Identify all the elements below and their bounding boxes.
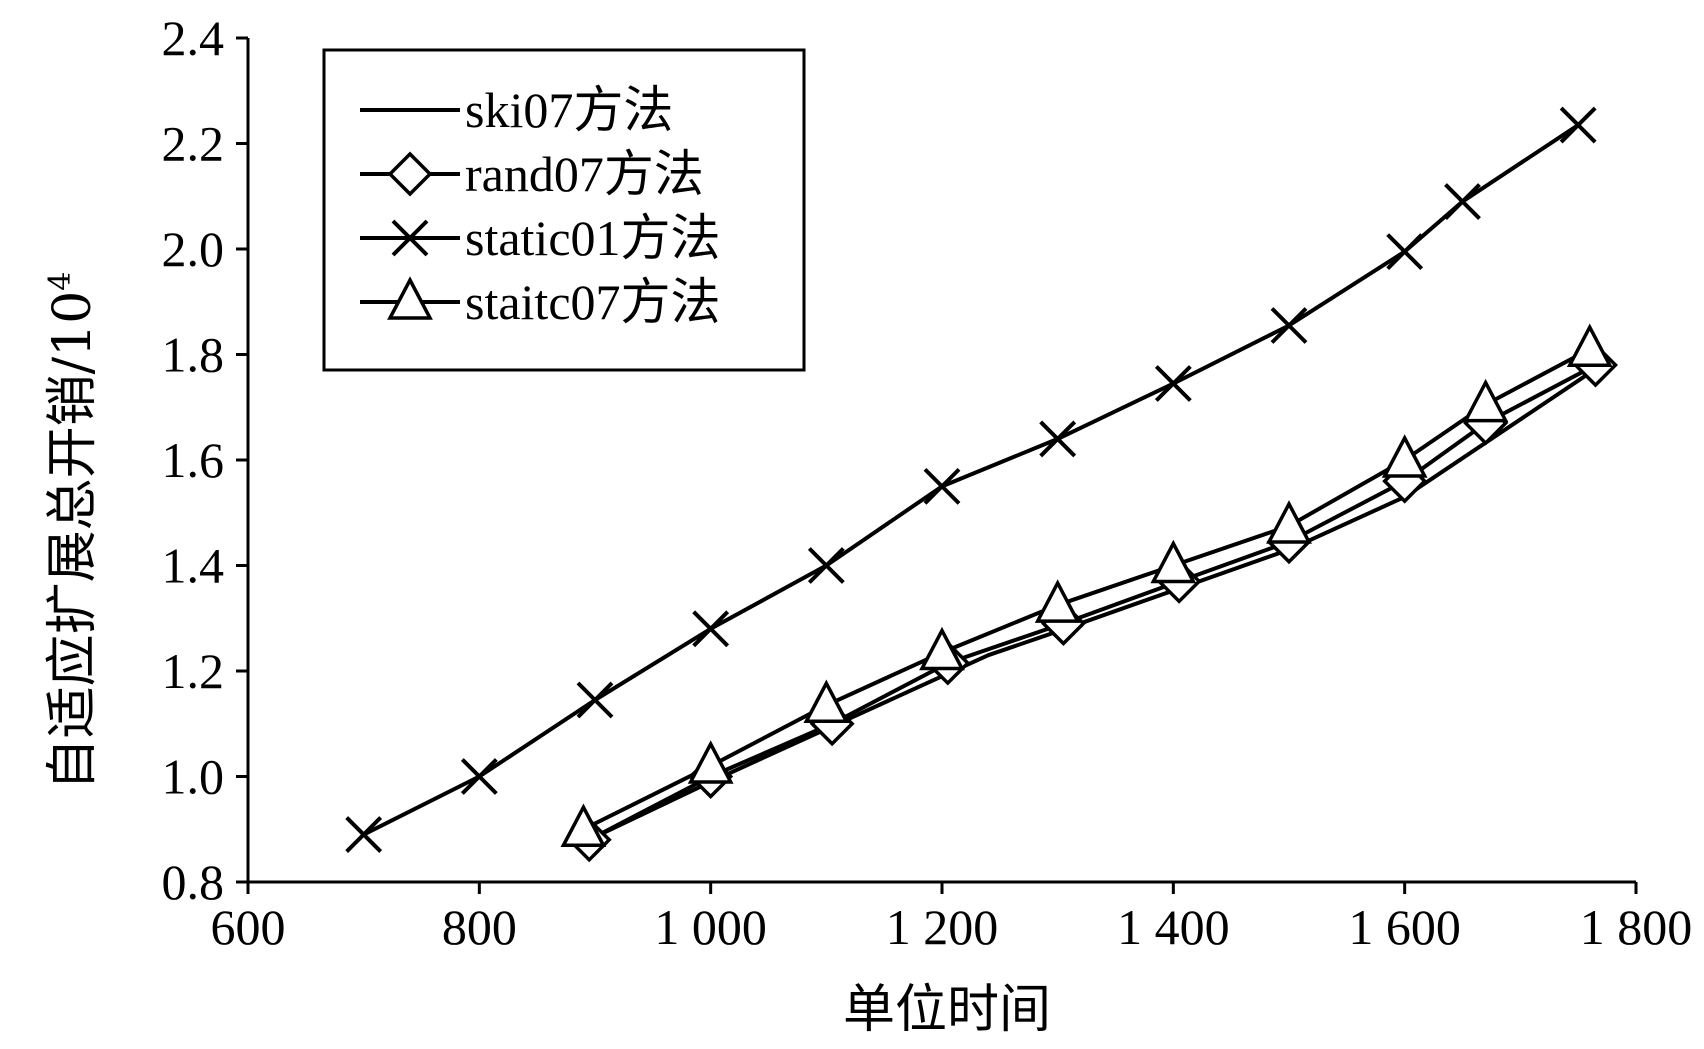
data-point (1559, 106, 1597, 144)
legend-label: ski07方法 (465, 82, 673, 138)
legend-label: static01方法 (465, 210, 721, 266)
legend-item: rand07方法 (360, 146, 704, 202)
x-tick-label: 800 (442, 899, 517, 955)
y-tick-label: 1.0 (162, 749, 225, 805)
x-marker-stroke (692, 610, 730, 648)
legend-label: rand07方法 (465, 146, 704, 202)
data-point (1034, 579, 1081, 623)
data-point (1381, 434, 1428, 478)
data-point (687, 740, 734, 784)
series-line (582, 347, 1591, 832)
y-ticks: 0.8 1.0 1.2 1.4 1.6 1.8 2.0 2.2 2.4 (162, 10, 248, 910)
data-point (923, 467, 961, 505)
legend-label: staitc07方法 (465, 274, 721, 330)
data-point (1462, 378, 1509, 423)
series-layer (345, 106, 1618, 863)
x-tick-label: 1 200 (886, 899, 999, 955)
y-tick-label: 2.0 (162, 221, 225, 277)
data-point (1150, 539, 1197, 584)
x-tick-label: 1 000 (654, 899, 767, 955)
data-point (345, 816, 383, 853)
x-marker-stroke (345, 816, 383, 853)
legend-item: ski07方法 (360, 82, 673, 138)
legend: ski07方法 rand07方法 static01方法 staitc07方法 (322, 48, 806, 372)
data-point (1566, 323, 1613, 367)
data-point (1266, 500, 1312, 544)
y-tick-label: 2.2 (162, 116, 225, 172)
data-point (919, 626, 965, 671)
data-point (1444, 183, 1481, 220)
x-marker-stroke (1270, 307, 1308, 344)
y-axis-label: 自适应扩展总开销/104 (43, 272, 103, 791)
y-axis-label-exponent: 4 (43, 272, 78, 291)
x-marker-stroke (1559, 106, 1597, 144)
series-3 (345, 106, 1597, 853)
series-1 (582, 371, 1591, 845)
legend-item: staitc07方法 (360, 274, 721, 330)
data-point (807, 547, 845, 584)
legend-marker (391, 219, 429, 257)
data-point (803, 679, 850, 724)
x-tick-label: 1 600 (1348, 899, 1461, 955)
data-point (460, 758, 498, 795)
x-axis-label: 单位时间 (843, 980, 1051, 1040)
y-tick-label: 1.4 (162, 538, 225, 594)
y-tick-label: 1.2 (162, 643, 225, 699)
x-marker-stroke (807, 547, 845, 584)
x-marker-stroke (1039, 420, 1077, 458)
series-line (588, 363, 1597, 842)
data-point (1154, 365, 1192, 402)
x-tick-label: 600 (211, 899, 286, 955)
x-marker-stroke (923, 467, 961, 505)
data-point (692, 610, 730, 648)
x-marker-stroke (1444, 183, 1481, 220)
y-tick-label: 1.6 (162, 432, 225, 488)
y-tick-label: 2.4 (162, 10, 225, 66)
x-tick-label: 1 400 (1117, 899, 1230, 955)
data-point (1270, 307, 1308, 344)
x-marker-stroke (460, 758, 498, 795)
x-marker-stroke (1386, 233, 1424, 271)
data-point (1386, 233, 1424, 271)
series-line (582, 371, 1591, 845)
x-tick-label: 1 800 (1580, 899, 1693, 955)
y-axis-label-text: 自适应扩展总开销/10 (43, 291, 103, 791)
data-point (1039, 420, 1077, 458)
data-point (560, 803, 607, 847)
series-4 (560, 323, 1613, 847)
legend-item: static01方法 (360, 210, 721, 266)
legend-marker (387, 276, 433, 320)
y-tick-label: 1.8 (162, 327, 225, 383)
data-point (576, 681, 614, 719)
legend-marker (387, 151, 433, 197)
y-tick-label: 0.8 (162, 854, 225, 910)
x-ticks: 600 800 1 000 1 200 1 400 1 600 1 800 (211, 882, 1693, 955)
x-marker-stroke (1154, 365, 1192, 402)
x-marker-stroke (576, 681, 614, 719)
x-marker-stroke (391, 219, 429, 257)
